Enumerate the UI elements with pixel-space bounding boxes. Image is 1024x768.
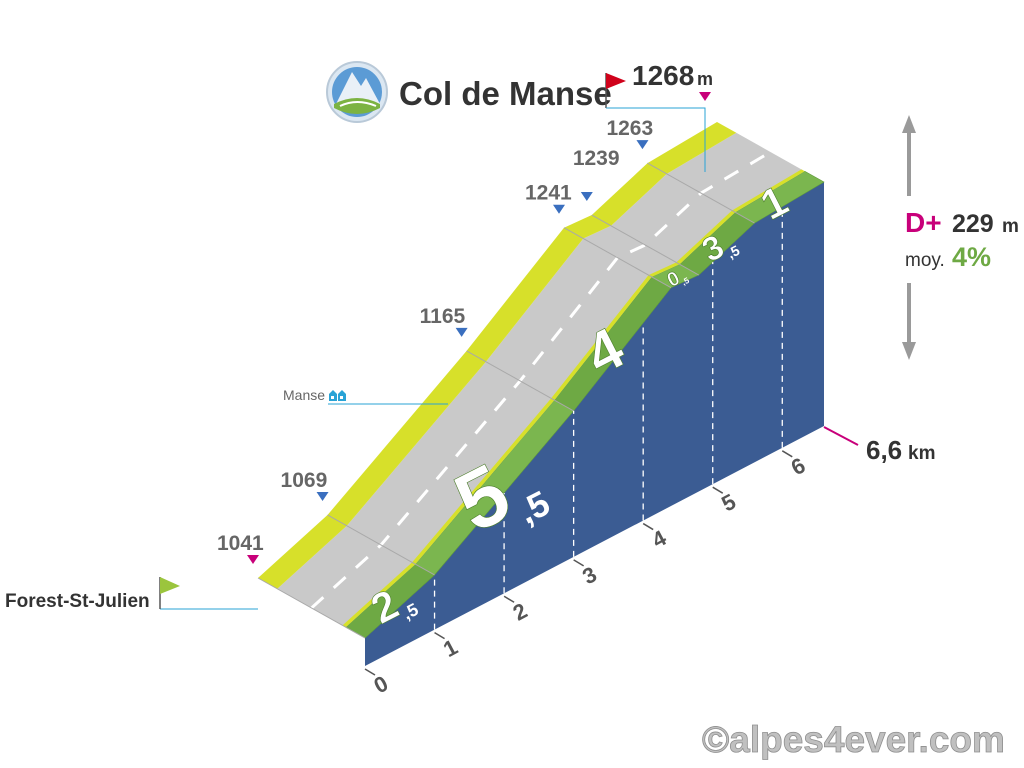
distance-tick-label: 6 <box>787 452 810 480</box>
altitude-label: 1241 <box>525 182 572 205</box>
road-edge-line <box>676 210 736 265</box>
distance-tick-label: 4 <box>648 525 671 553</box>
road-shoulder <box>258 515 347 589</box>
distance-tick <box>503 595 515 603</box>
summit-altitude: 1268 <box>632 60 694 91</box>
summit-marker-icon <box>699 92 711 101</box>
elevation-gain-value: 229 <box>952 210 994 238</box>
road-surface <box>277 525 416 628</box>
segment-separator <box>563 227 672 289</box>
altitude-label: 1041 <box>217 532 264 555</box>
altitude-marker-icon <box>455 327 468 337</box>
summit-flag-icon <box>606 73 626 89</box>
distance-tick-label: 1 <box>439 634 462 662</box>
distance-tick-label: 3 <box>578 561 601 589</box>
elevation-gain-unit: m <box>1002 216 1019 237</box>
distance-tick-label: 0 <box>370 671 393 699</box>
altitude-marker-icon <box>247 555 259 564</box>
road-edge-line <box>732 169 805 213</box>
village-name: Manse <box>283 387 325 403</box>
distance-tick <box>712 486 724 494</box>
road-edge-line <box>551 275 652 401</box>
road-shoulder <box>591 163 667 226</box>
page-title: Col de Manse <box>399 75 612 112</box>
elevation-gain-prefix: D+ <box>905 207 942 238</box>
segment-separator <box>591 214 700 276</box>
average-grade-value: 4% <box>952 242 991 272</box>
start-flag-icon <box>160 577 180 594</box>
credit-text: ©alpes4ever.com <box>702 719 1005 760</box>
segment-separator <box>466 350 574 412</box>
total-distance-unit: km <box>908 443 935 464</box>
profile-side-wall <box>365 182 824 666</box>
distance-tick <box>364 668 376 676</box>
average-grade-prefix: moy. <box>905 250 945 271</box>
road-shoulder <box>647 122 737 174</box>
distance-tick <box>642 522 654 531</box>
distance-tick-label: 2 <box>509 598 532 626</box>
altitude-marker-icon <box>580 192 593 202</box>
road-surface <box>485 238 652 401</box>
segment-separator <box>647 162 755 224</box>
profile-road <box>257 122 805 639</box>
altitude-label: 1069 <box>281 469 328 492</box>
altitude-label: 1239 <box>573 147 620 170</box>
distance-tick <box>434 631 445 640</box>
segment-separator <box>257 577 366 639</box>
road-shoulder <box>466 227 584 362</box>
village-houses-icon <box>329 390 346 401</box>
altitude-marker-icon <box>636 140 649 150</box>
road-surface <box>346 361 555 565</box>
distance-tick <box>573 559 585 567</box>
distance-leader-line <box>823 426 859 446</box>
elevation-arrow-icon <box>902 115 916 360</box>
summit-unit: m <box>697 69 713 89</box>
altitude-marker-icon <box>553 204 565 214</box>
altitude-label: 1263 <box>606 117 653 140</box>
grade-label-decimal: ,5 <box>680 275 691 287</box>
distance-tick-label: 5 <box>717 489 740 517</box>
road-edge-line <box>342 562 416 628</box>
profile-side <box>365 182 824 666</box>
mountain-road-icon <box>326 61 388 123</box>
start-name: Forest-St-Julien <box>5 591 150 612</box>
road-shoulder <box>564 215 612 239</box>
summit-leader-line <box>606 107 706 172</box>
road-edge-line <box>412 398 555 565</box>
road-edge-line <box>648 262 680 277</box>
total-distance-value: 6,6 <box>866 435 902 465</box>
road-surface <box>611 173 736 265</box>
road-shoulder <box>327 350 486 526</box>
segment-separator <box>327 514 435 576</box>
altitude-label: 1165 <box>420 305 466 328</box>
distance-tick <box>781 450 793 458</box>
altitude-marker-icon <box>316 491 329 501</box>
